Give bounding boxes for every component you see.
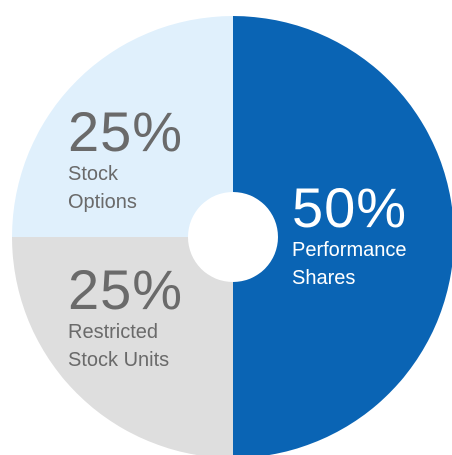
slice (233, 16, 452, 455)
slice-label: 25% Restricted Stock Units (68, 262, 208, 374)
category-label: Performance Shares (292, 239, 407, 289)
percent-label: 25% (68, 258, 184, 321)
slice (12, 16, 233, 237)
percent-label: 50% (292, 176, 408, 239)
slice (12, 237, 233, 455)
slice-label: 25% Stock Options (68, 100, 184, 216)
category-label: Restricted Stock Units (68, 321, 170, 371)
percent-label: 25% (68, 100, 184, 163)
slice-label: 50% Performance Shares (292, 180, 442, 292)
category-label: Stock Options (68, 163, 137, 213)
